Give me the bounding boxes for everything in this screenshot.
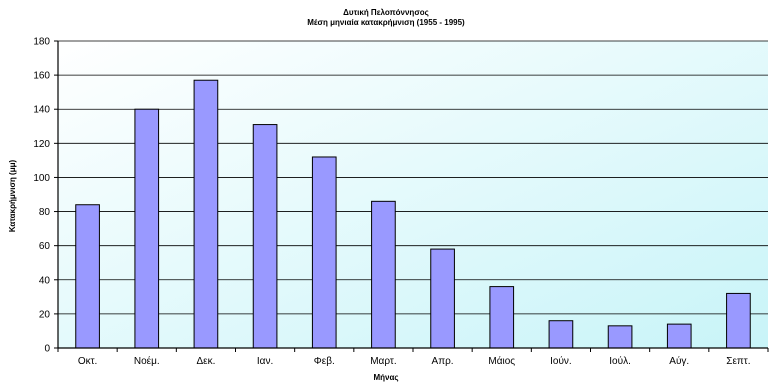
y-tick-label: 40 xyxy=(39,275,51,286)
y-tick-label: 140 xyxy=(33,105,50,116)
chart-subtitle: Μέση μηνιαία κατακρήμνιση (1955 - 1995) xyxy=(307,18,465,27)
bar xyxy=(311,156,337,349)
bar xyxy=(607,325,633,349)
axes xyxy=(54,40,769,352)
y-tick-labels: 0 20 40 60 80 100 120 140 160 180 xyxy=(33,37,50,355)
plot-area xyxy=(58,41,768,348)
y-tick-label: 160 xyxy=(33,71,50,82)
x-tick-label: Σεπτ. xyxy=(726,356,750,367)
x-tick-label: Νοέμ. xyxy=(134,355,160,367)
bar xyxy=(726,292,751,349)
bars xyxy=(75,79,751,349)
x-axis-label: Μήνας xyxy=(373,373,398,382)
bar xyxy=(489,286,515,349)
gridlines xyxy=(58,40,768,315)
bar xyxy=(134,108,160,349)
bar xyxy=(666,323,692,349)
bar xyxy=(430,248,455,349)
y-tick-label: 0 xyxy=(44,344,50,355)
x-tick-label: Απρ. xyxy=(432,356,454,367)
y-tick-label: 180 xyxy=(33,37,50,48)
y-tick-label: 80 xyxy=(39,207,51,218)
bar xyxy=(548,320,574,349)
bar xyxy=(75,204,100,349)
x-tick-label: Μαρτ. xyxy=(370,356,396,367)
x-tick-label: Ιούλ. xyxy=(609,355,631,367)
bar xyxy=(252,124,278,349)
x-tick-label: Ιούν. xyxy=(550,355,572,367)
y-axis-label: Κατακρήμνιση (μμ) xyxy=(8,159,17,232)
x-tick-labels: Οκτ. Νοέμ. Δεκ. Ιαν. Φεβ. Μαρτ. Απρ. Μάιος Ιούν.… xyxy=(78,355,751,367)
bar xyxy=(193,79,219,349)
chart-title: Δυτική Πελοπόννησος xyxy=(343,8,429,17)
x-tick-label: Δεκ. xyxy=(196,356,215,367)
y-tick-label: 20 xyxy=(39,309,51,320)
x-tick-label: Οκτ. xyxy=(78,356,98,367)
y-tick-label: 60 xyxy=(39,241,51,252)
y-tick-label: 120 xyxy=(33,139,50,150)
x-tick-label: Φεβ. xyxy=(314,356,335,367)
x-tick-label: Ιαν. xyxy=(257,356,273,367)
bar xyxy=(371,200,396,349)
y-tick-label: 100 xyxy=(33,173,50,184)
x-tick-label: Αύγ. xyxy=(669,355,689,367)
x-tick-label: Μάιος xyxy=(488,355,515,367)
